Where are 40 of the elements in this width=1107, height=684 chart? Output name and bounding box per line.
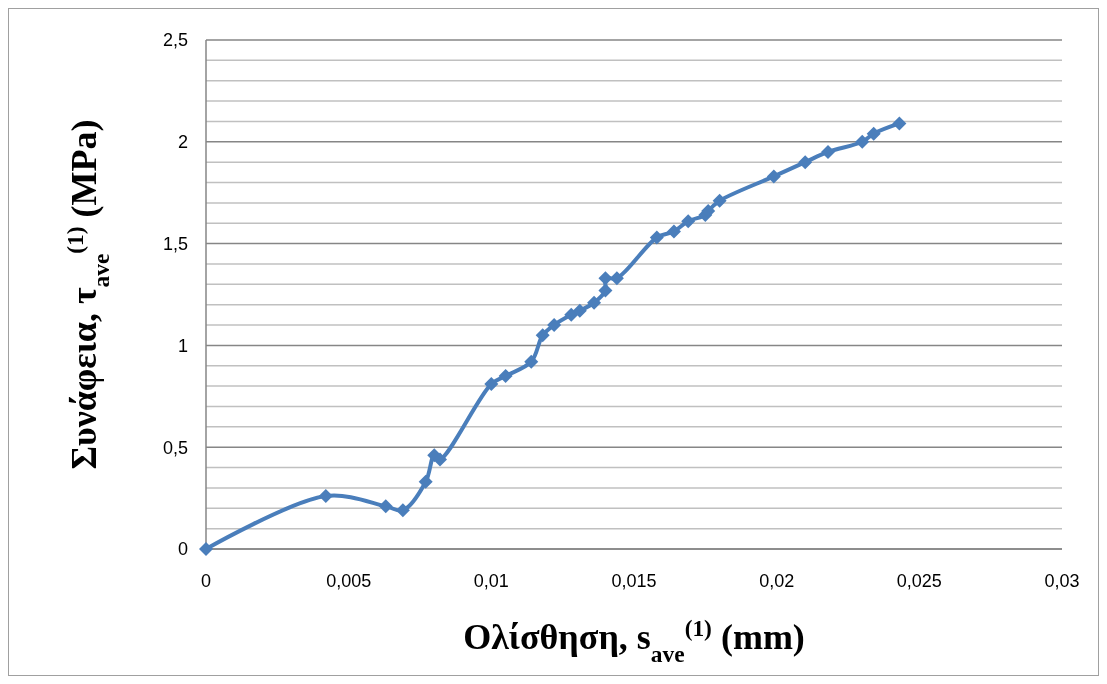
- x-tick-label: 0,02: [759, 571, 795, 591]
- x-tick-label: 0,015: [611, 571, 657, 591]
- point: [766, 169, 781, 184]
- point: [587, 295, 602, 310]
- point: [535, 328, 550, 343]
- y-tick-label: 0,5: [162, 437, 188, 458]
- point: [524, 354, 539, 369]
- point: [418, 474, 433, 489]
- y-tick-label: 2: [177, 132, 188, 153]
- y-tick-label: 2,5: [162, 30, 188, 51]
- x-tick-label: 0,03: [1044, 571, 1080, 591]
- point: [564, 307, 579, 322]
- point: [547, 318, 562, 333]
- point: [609, 271, 624, 286]
- x-tick-label: 0,01: [473, 571, 509, 591]
- point: [798, 155, 813, 170]
- point: [666, 224, 681, 239]
- point: [649, 230, 664, 245]
- y-tick-label: 1: [177, 335, 188, 356]
- point: [892, 116, 907, 131]
- point: [681, 214, 696, 229]
- point: [598, 283, 613, 298]
- point: [598, 271, 613, 286]
- y-tick-label: 0: [177, 539, 188, 560]
- x-axis-title: Ολίσθηση, s$_{ave}$$^{(1)}$ (mm): [463, 615, 805, 667]
- point: [855, 134, 870, 149]
- point: [484, 377, 499, 392]
- y-tick-label: 1,5: [162, 233, 188, 254]
- point: [712, 193, 727, 208]
- point: [395, 503, 410, 518]
- point: [866, 126, 881, 141]
- x-tick-label: 0,025: [896, 571, 942, 591]
- point: [378, 499, 393, 514]
- x-tick-label: 0,005: [326, 571, 372, 591]
- x-tick-label: 0: [200, 571, 212, 591]
- point: [821, 144, 836, 159]
- point: [318, 489, 333, 504]
- point: [199, 542, 213, 556]
- point: [498, 368, 513, 383]
- point: [572, 303, 587, 318]
